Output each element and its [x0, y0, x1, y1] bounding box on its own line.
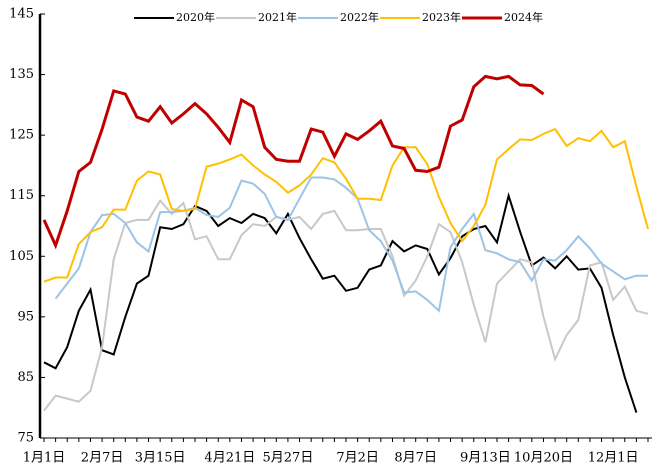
series-line: [43, 198, 649, 412]
legend-label: 2022年: [340, 10, 379, 24]
y-tick-label: 125: [9, 128, 34, 143]
series-line: [43, 127, 649, 283]
y-tick-label: 115: [9, 188, 34, 203]
x-tick-label: 3月15日: [135, 451, 186, 466]
legend-label: 2023年: [422, 10, 461, 24]
x-tick-label: 9月13日: [460, 451, 511, 466]
y-tick-label: 135: [9, 67, 34, 82]
y-tick-label: 95: [17, 309, 34, 324]
x-tick-label: 12月1日: [588, 451, 639, 466]
x-tick-label: 4月21日: [204, 451, 255, 466]
x-tick-label: 5月27日: [263, 451, 314, 466]
series-line: [42, 74, 545, 250]
y-tick-label: 75: [17, 431, 34, 446]
x-tick-label: 7月2日: [336, 451, 379, 466]
y-tick-label: 105: [9, 249, 34, 264]
x-tick-label: 1月1日: [23, 451, 66, 466]
x-tick-label: 2月7日: [81, 451, 124, 466]
y-tick-label: 85: [17, 370, 34, 385]
x-tick-label: 10月20日: [514, 451, 573, 466]
y-tick-label: 145: [9, 7, 34, 22]
legend-label: 2021年: [258, 10, 297, 24]
legend-label: 2024年: [504, 10, 543, 24]
legend-label: 2020年: [176, 10, 215, 24]
series-line: [54, 176, 648, 313]
series-line: [43, 192, 638, 413]
x-tick-label: 8月7日: [394, 451, 437, 466]
